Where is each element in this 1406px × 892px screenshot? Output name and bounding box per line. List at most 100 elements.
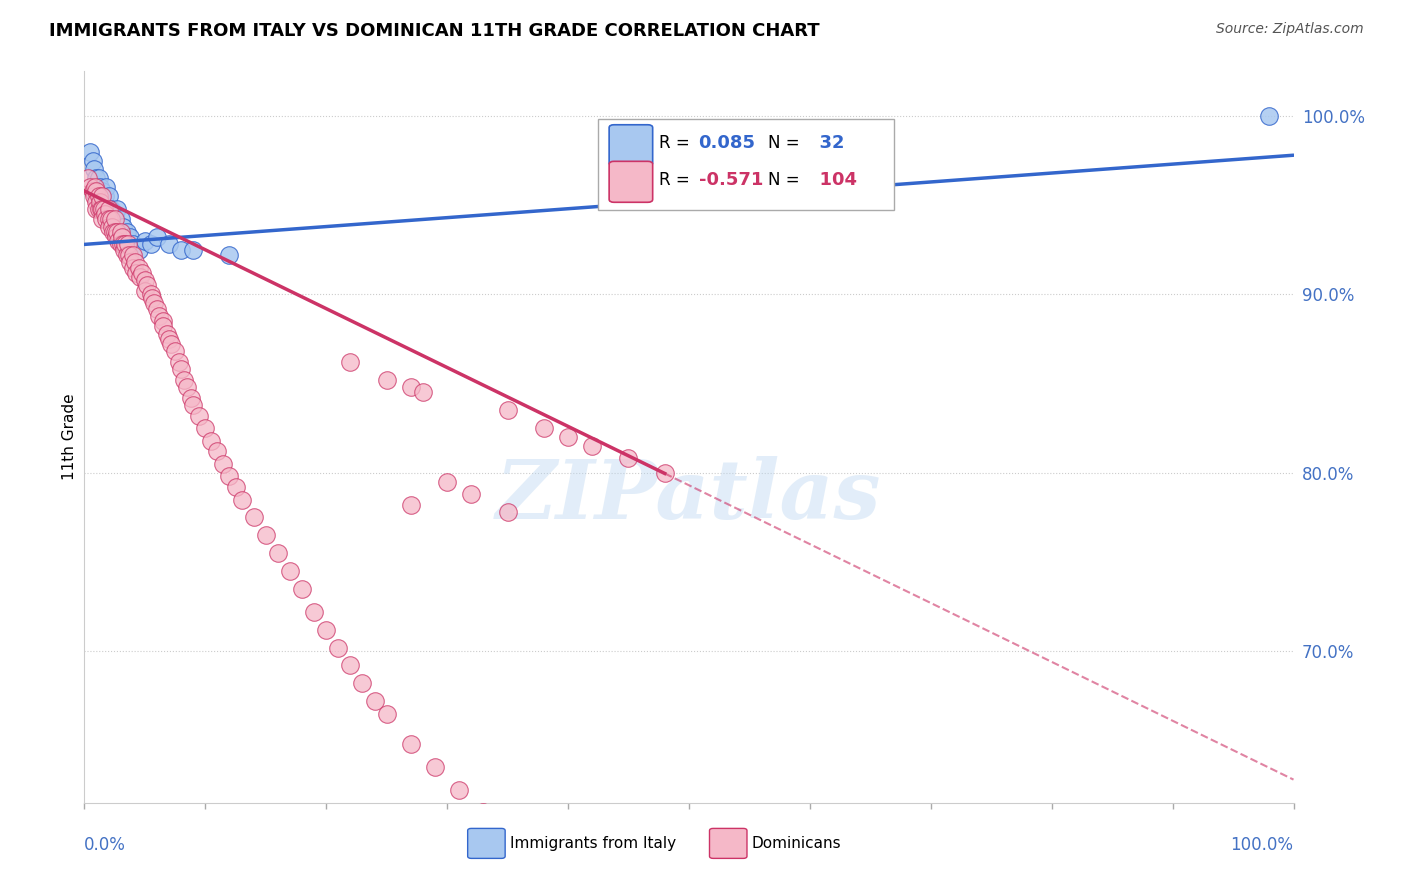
- Text: 100.0%: 100.0%: [1230, 836, 1294, 854]
- Point: [654, 466, 676, 480]
- Point: [557, 430, 579, 444]
- Point: [533, 421, 555, 435]
- Text: R =: R =: [659, 170, 695, 188]
- Point: [165, 344, 187, 359]
- Point: [91, 202, 114, 216]
- Point: [460, 487, 482, 501]
- Point: [77, 171, 100, 186]
- Point: [104, 225, 127, 239]
- Point: [117, 237, 139, 252]
- Point: [97, 207, 120, 221]
- Point: [104, 212, 127, 227]
- Point: [89, 194, 111, 209]
- Point: [375, 373, 398, 387]
- Point: [436, 475, 458, 489]
- Point: [617, 451, 640, 466]
- Point: [200, 434, 222, 448]
- Point: [412, 385, 434, 400]
- Point: [87, 171, 110, 186]
- Point: [91, 194, 114, 209]
- Point: [267, 546, 290, 560]
- Point: [129, 269, 152, 284]
- Point: [363, 694, 385, 708]
- Point: [104, 207, 127, 221]
- Point: [115, 225, 138, 239]
- Point: [315, 623, 337, 637]
- Point: [86, 180, 108, 194]
- Point: [1258, 109, 1281, 123]
- Point: [141, 291, 163, 305]
- Point: [94, 180, 117, 194]
- FancyBboxPatch shape: [609, 161, 652, 202]
- Point: [152, 314, 174, 328]
- Point: [93, 202, 115, 216]
- Point: [302, 605, 325, 619]
- Point: [79, 180, 101, 194]
- Point: [291, 582, 314, 596]
- Point: [339, 355, 361, 369]
- Point: [101, 212, 124, 227]
- Point: [146, 230, 169, 244]
- Point: [125, 266, 148, 280]
- Point: [120, 255, 142, 269]
- Text: N =: N =: [768, 134, 804, 152]
- Point: [155, 326, 177, 341]
- Point: [139, 237, 162, 252]
- Point: [278, 564, 301, 578]
- Point: [105, 202, 128, 216]
- Point: [423, 760, 446, 774]
- Point: [83, 189, 105, 203]
- Point: [94, 207, 117, 221]
- Point: [90, 202, 112, 216]
- Text: 104: 104: [807, 170, 858, 188]
- Point: [111, 230, 134, 244]
- Point: [225, 480, 247, 494]
- Point: [399, 498, 422, 512]
- Point: [128, 243, 150, 257]
- Point: [112, 219, 135, 234]
- Text: N =: N =: [768, 170, 804, 188]
- Point: [94, 212, 117, 227]
- Text: 0.0%: 0.0%: [84, 836, 127, 854]
- Point: [496, 403, 519, 417]
- Point: [218, 469, 240, 483]
- Text: 32: 32: [807, 134, 845, 152]
- FancyBboxPatch shape: [599, 119, 894, 211]
- Point: [170, 362, 193, 376]
- Point: [581, 439, 603, 453]
- Point: [82, 184, 104, 198]
- Point: [167, 355, 190, 369]
- Point: [121, 248, 143, 262]
- Point: [254, 528, 277, 542]
- Point: [94, 189, 117, 203]
- Point: [136, 278, 159, 293]
- Text: -0.571: -0.571: [699, 170, 763, 188]
- Point: [328, 640, 350, 655]
- Point: [160, 337, 183, 351]
- Text: Dominicans: Dominicans: [752, 837, 841, 851]
- Point: [97, 212, 120, 227]
- Point: [86, 189, 108, 203]
- Point: [472, 805, 495, 819]
- Point: [118, 248, 141, 262]
- Point: [91, 184, 114, 198]
- Text: Source: ZipAtlas.com: Source: ZipAtlas.com: [1216, 22, 1364, 37]
- Point: [134, 284, 156, 298]
- Point: [97, 202, 120, 216]
- Point: [180, 391, 202, 405]
- Point: [103, 225, 125, 239]
- Point: [157, 237, 180, 252]
- Point: [231, 492, 253, 507]
- Point: [79, 145, 101, 159]
- Point: [120, 230, 142, 244]
- Point: [157, 332, 180, 346]
- Point: [176, 380, 198, 394]
- Text: ZIPatlas: ZIPatlas: [496, 456, 882, 535]
- Point: [143, 296, 166, 310]
- Point: [121, 260, 143, 275]
- Point: [121, 237, 143, 252]
- Point: [89, 180, 111, 194]
- Point: [115, 248, 138, 262]
- Point: [110, 225, 132, 239]
- Text: IMMIGRANTS FROM ITALY VS DOMINICAN 11TH GRADE CORRELATION CHART: IMMIGRANTS FROM ITALY VS DOMINICAN 11TH …: [49, 22, 820, 40]
